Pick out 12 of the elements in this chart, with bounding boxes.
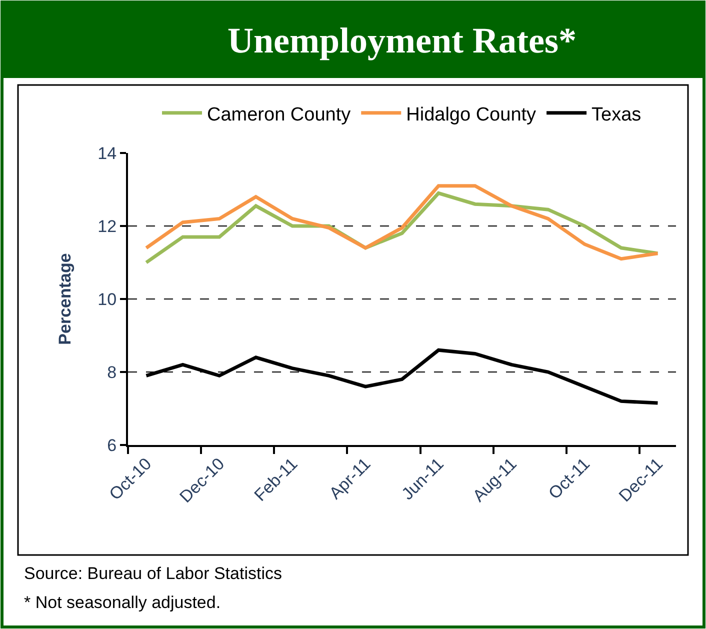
source-note: Source: Bureau of Labor Statistics [24, 564, 282, 583]
y-tick-label: 8 [107, 362, 117, 382]
y-tick-label: 10 [98, 290, 117, 309]
y-tick-label: 12 [98, 216, 117, 236]
legend-label: Texas [592, 104, 642, 126]
text: * Not seasonally adjusted. [24, 593, 221, 612]
y-axis-title: Percentage [56, 253, 75, 345]
chart-title: Unemployment Rates* [228, 20, 576, 61]
y-tick-label: 6 [107, 436, 117, 455]
legend-label: Cameron County [207, 104, 352, 126]
y-tick-label: 14 [98, 144, 117, 163]
legend-label: Hidalgo County [406, 104, 537, 126]
